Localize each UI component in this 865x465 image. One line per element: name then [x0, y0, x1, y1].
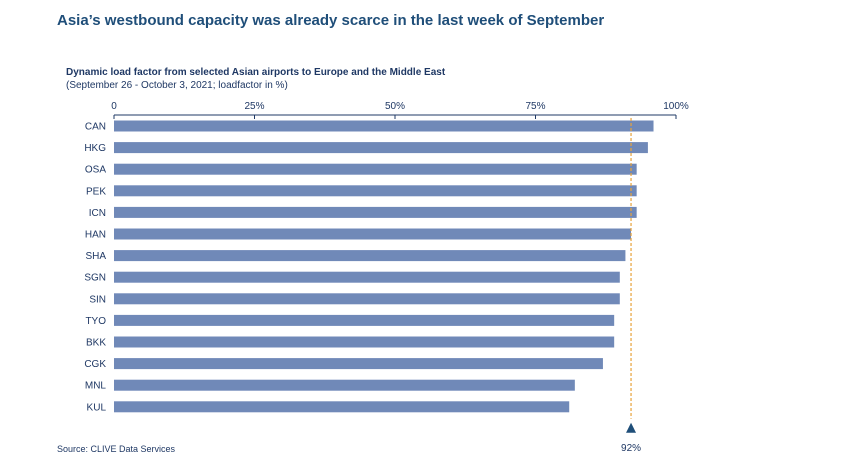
chart-title: Dynamic load factor from selected Asian …	[66, 67, 446, 78]
bar-han	[114, 228, 632, 240]
category-label: CAN	[85, 122, 106, 133]
category-label: SIN	[89, 294, 106, 305]
category-label: KUL	[87, 402, 107, 413]
bar-hkg	[114, 142, 648, 154]
category-label: HAN	[85, 230, 106, 241]
chart-subtitle: (September 26 - October 3, 2021; loadfac…	[66, 80, 288, 91]
category-label: SHA	[85, 251, 106, 262]
reference-label: 92%	[621, 443, 641, 454]
x-tick-label: 75%	[525, 101, 545, 112]
source-note: Source: CLIVE Data Services	[57, 444, 176, 454]
category-label: SGN	[84, 273, 106, 284]
bar-mnl	[114, 379, 575, 391]
category-label: BKK	[86, 338, 106, 349]
x-tick-label: 50%	[385, 101, 405, 112]
category-label: HKG	[84, 143, 106, 154]
bar-pek	[114, 185, 637, 197]
x-tick-label: 25%	[244, 101, 264, 112]
bar-kul	[114, 401, 570, 413]
category-labels: CAN HKG OSA PEK ICN HAN SHA SGN SIN TYO BKK CGK MNL K…	[84, 122, 106, 414]
x-tick-label: 0	[111, 101, 117, 112]
bar-icn	[114, 206, 637, 218]
bar-bkk	[114, 336, 615, 348]
headline: Asia’s westbound capacity was already sc…	[57, 12, 605, 29]
category-label: OSA	[85, 165, 106, 176]
bar-tyo	[114, 314, 615, 326]
bar-sgn	[114, 271, 620, 283]
category-label: MNL	[85, 381, 107, 392]
bar-cgk	[114, 358, 603, 370]
x-axis-ticks: 0 25% 50% 75% 100%	[111, 101, 689, 119]
reference-marker	[626, 422, 637, 433]
category-label: CGK	[84, 359, 106, 370]
x-tick-label: 100%	[663, 101, 689, 112]
category-label: TYO	[85, 316, 106, 327]
bar-sha	[114, 250, 626, 262]
bar-osa	[114, 163, 637, 175]
bar-can	[114, 120, 654, 132]
category-label: ICN	[89, 208, 106, 219]
category-label: PEK	[86, 186, 106, 197]
reference-line-group: 92%	[621, 118, 641, 454]
bar-sin	[114, 293, 620, 305]
bars	[114, 120, 654, 413]
